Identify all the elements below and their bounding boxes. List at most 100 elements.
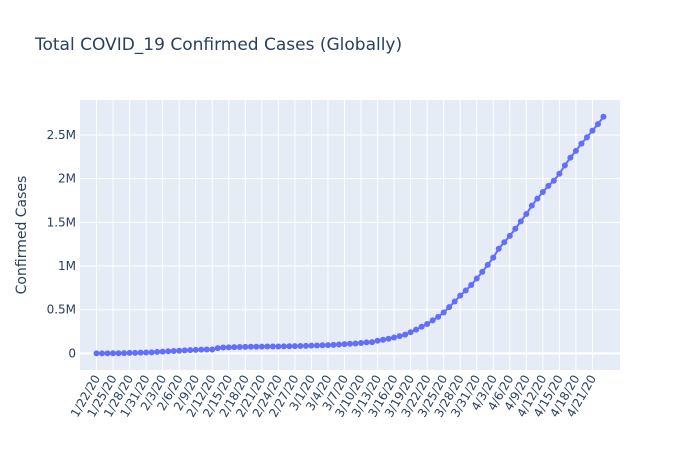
data-point[interactable] [132, 349, 139, 356]
data-point[interactable] [424, 320, 431, 327]
data-point[interactable] [242, 343, 249, 350]
data-point[interactable] [501, 239, 508, 246]
data-point[interactable] [203, 346, 210, 353]
data-point[interactable] [385, 335, 392, 342]
data-point[interactable] [143, 349, 150, 356]
data-point[interactable] [280, 343, 287, 350]
data-point[interactable] [220, 344, 227, 351]
data-point[interactable] [231, 344, 238, 351]
data-point[interactable] [600, 113, 607, 120]
data-point[interactable] [286, 343, 293, 350]
data-point[interactable] [495, 245, 502, 252]
data-point[interactable] [99, 350, 106, 357]
data-point[interactable] [352, 340, 359, 347]
data-point[interactable] [462, 287, 469, 294]
data-point[interactable] [275, 343, 282, 350]
data-point[interactable] [528, 202, 535, 209]
data-point[interactable] [291, 343, 298, 350]
data-point[interactable] [170, 347, 177, 354]
data-point[interactable] [468, 282, 475, 289]
data-point[interactable] [115, 350, 122, 357]
data-point[interactable] [440, 309, 447, 316]
data-point[interactable] [187, 347, 194, 354]
data-point[interactable] [451, 298, 458, 305]
data-point[interactable] [374, 337, 381, 344]
data-point[interactable] [490, 254, 497, 261]
data-point[interactable] [391, 334, 398, 341]
data-point[interactable] [253, 343, 260, 350]
data-point[interactable] [418, 323, 425, 330]
data-point[interactable] [556, 170, 563, 177]
data-point[interactable] [93, 350, 100, 357]
data-point[interactable] [297, 343, 304, 350]
y-tick-label: 0 [68, 346, 76, 360]
data-point[interactable] [479, 268, 486, 275]
data-point[interactable] [512, 225, 519, 232]
data-point[interactable] [578, 140, 585, 147]
data-point[interactable] [121, 350, 128, 357]
data-point[interactable] [313, 342, 320, 349]
data-point[interactable] [159, 348, 166, 355]
data-point[interactable] [247, 343, 254, 350]
data-point[interactable] [258, 343, 265, 350]
data-point[interactable] [407, 329, 414, 336]
data-point[interactable] [269, 343, 276, 350]
data-point[interactable] [539, 189, 546, 196]
data-point[interactable] [324, 342, 331, 349]
data-point[interactable] [396, 333, 403, 340]
data-point[interactable] [154, 348, 161, 355]
data-point[interactable] [572, 147, 579, 154]
data-point[interactable] [435, 313, 442, 320]
y-tick-label: 2.5M [47, 128, 76, 142]
data-point[interactable] [209, 346, 216, 353]
data-point[interactable] [561, 162, 568, 169]
data-point[interactable] [176, 347, 183, 354]
data-point[interactable] [192, 346, 199, 353]
data-point[interactable] [308, 342, 315, 349]
data-point[interactable] [402, 331, 409, 338]
data-point[interactable] [330, 341, 337, 348]
chart-title: Total COVID_19 Confirmed Cases (Globally… [34, 35, 402, 55]
data-point[interactable] [545, 182, 552, 189]
plot-area [80, 100, 620, 370]
data-point[interactable] [506, 232, 513, 239]
x-axis-ticks: 1/22/201/25/201/28/201/31/202/3/202/6/20… [68, 373, 599, 420]
data-point[interactable] [567, 154, 574, 161]
data-point[interactable] [347, 340, 353, 347]
data-point[interactable] [358, 340, 365, 347]
data-point[interactable] [484, 261, 491, 268]
data-point[interactable] [523, 210, 530, 217]
data-point[interactable] [517, 218, 524, 225]
data-point[interactable] [148, 349, 155, 356]
data-point[interactable] [380, 336, 387, 343]
data-point[interactable] [446, 304, 453, 311]
data-point[interactable] [457, 292, 464, 299]
data-point[interactable] [104, 350, 111, 357]
data-point[interactable] [589, 127, 596, 134]
data-point[interactable] [550, 177, 557, 184]
data-point[interactable] [413, 326, 420, 333]
data-point[interactable] [473, 275, 480, 282]
data-point[interactable] [302, 342, 309, 349]
data-point[interactable] [369, 339, 376, 346]
data-point[interactable] [181, 347, 188, 354]
data-point[interactable] [429, 317, 436, 324]
data-point[interactable] [264, 343, 271, 350]
data-point[interactable] [198, 346, 205, 353]
data-point[interactable] [319, 342, 326, 349]
data-point[interactable] [594, 121, 601, 128]
data-point[interactable] [214, 345, 221, 352]
data-point[interactable] [137, 349, 144, 356]
data-point[interactable] [583, 134, 590, 141]
data-point[interactable] [341, 341, 348, 348]
data-point[interactable] [225, 344, 232, 351]
data-point[interactable] [534, 195, 541, 202]
data-point[interactable] [363, 339, 370, 346]
data-point[interactable] [236, 343, 243, 350]
y-axis-title: Confirmed Cases [14, 176, 30, 295]
data-point[interactable] [110, 350, 117, 357]
data-point[interactable] [335, 341, 342, 348]
data-point[interactable] [126, 349, 133, 356]
data-point[interactable] [165, 348, 172, 355]
